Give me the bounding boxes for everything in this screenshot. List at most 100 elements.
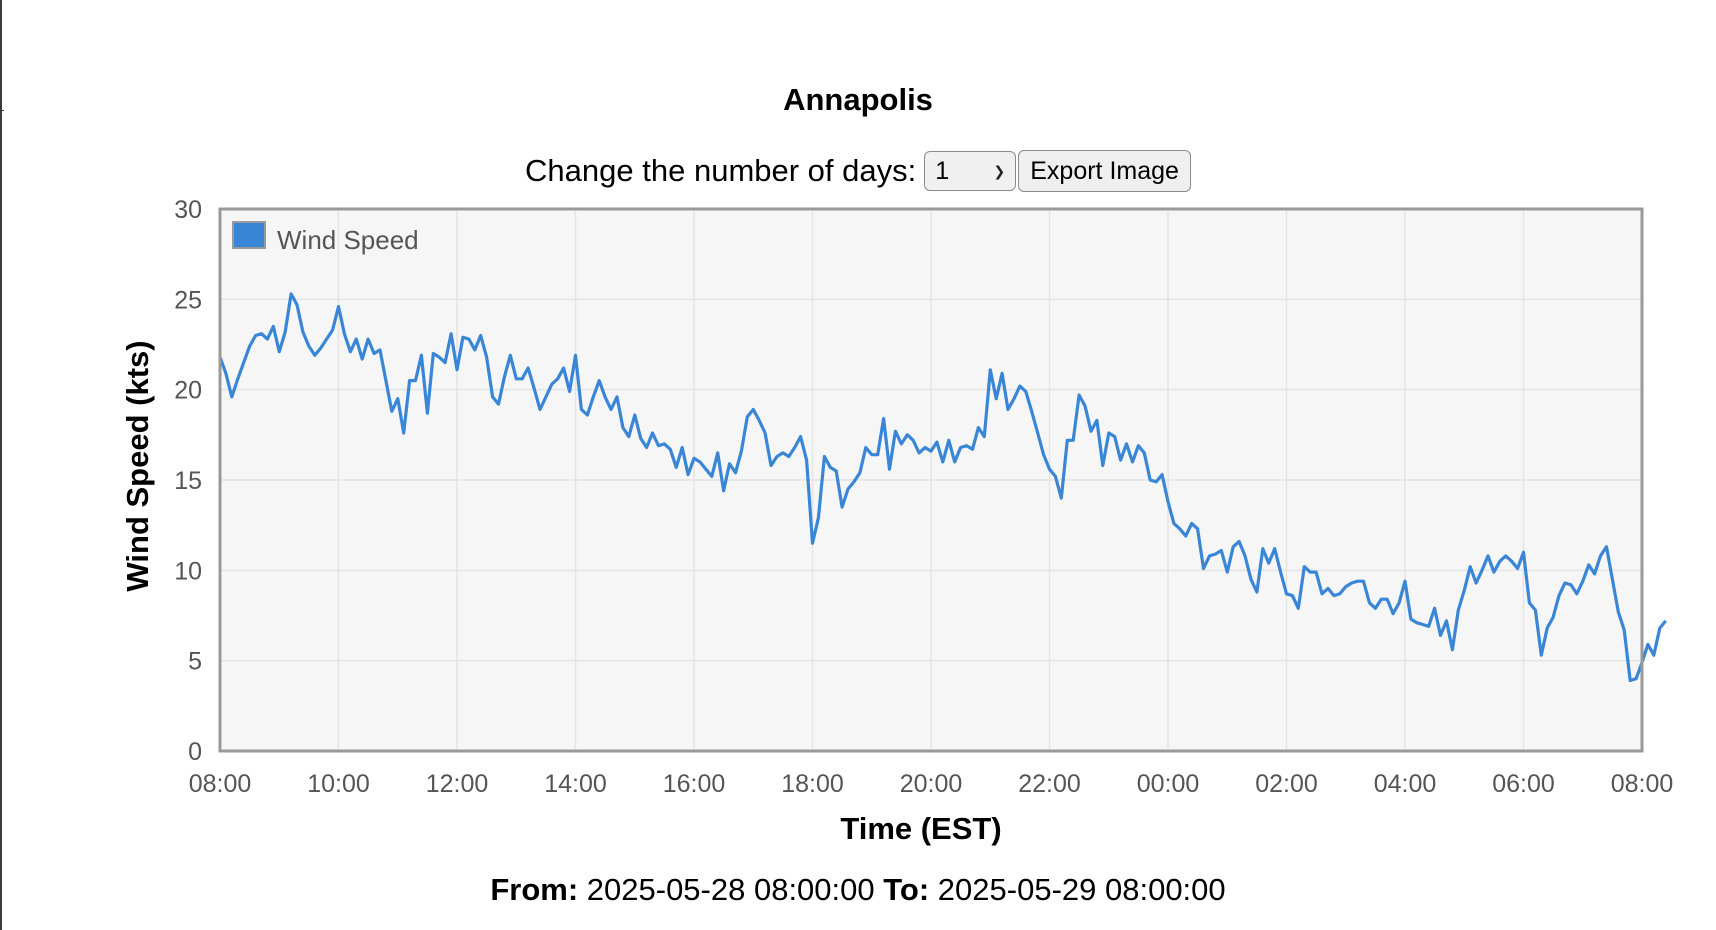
days-label: Change the number of days:	[525, 153, 917, 188]
legend-entry: Wind Speed	[277, 225, 419, 255]
data-point	[728, 463, 730, 465]
data-point	[462, 336, 464, 338]
data-point	[1327, 587, 1329, 589]
data-point	[1374, 607, 1376, 609]
data-point	[284, 331, 286, 333]
y-tick-label: 25	[174, 286, 202, 314]
data-point	[527, 367, 529, 369]
data-point	[1345, 585, 1347, 587]
data-point	[788, 455, 790, 457]
data-point	[1617, 611, 1619, 613]
data-point	[1155, 481, 1157, 483]
data-point	[296, 304, 298, 306]
x-axis-ticks: 08:00 10:00 12:00 14:00 16:00 18:00 20:00 22:00…	[189, 770, 1674, 798]
data-point	[1066, 439, 1068, 441]
data-point	[1380, 598, 1382, 600]
data-point	[1191, 522, 1193, 524]
data-point	[278, 351, 280, 353]
data-point	[965, 445, 967, 447]
data-point	[1593, 573, 1595, 575]
data-point	[367, 338, 369, 340]
chart-title: Annapolis	[783, 82, 933, 117]
data-point	[231, 396, 233, 398]
from-value: 2025-05-28 08:00:00	[586, 872, 875, 907]
data-point	[770, 464, 772, 466]
data-point	[1131, 461, 1133, 463]
data-point	[651, 432, 653, 434]
data-point	[835, 470, 837, 472]
chevron-down-icon: ❯	[993, 162, 1006, 179]
data-point	[1208, 555, 1210, 557]
data-point	[1445, 620, 1447, 622]
data-point	[853, 481, 855, 483]
data-point	[959, 446, 961, 448]
data-point	[557, 378, 559, 380]
data-point	[1469, 566, 1471, 568]
data-point	[1362, 580, 1364, 582]
data-point	[1196, 528, 1198, 530]
data-point	[764, 432, 766, 434]
data-point	[1114, 435, 1116, 437]
data-point	[847, 488, 849, 490]
data-point	[794, 446, 796, 448]
legend-swatch	[232, 221, 266, 249]
data-point	[1226, 571, 1228, 573]
data-point	[509, 354, 511, 356]
data-point	[574, 354, 576, 356]
data-point	[1250, 578, 1252, 580]
data-point	[450, 333, 452, 335]
data-point	[1042, 454, 1044, 456]
x-tick-label: 20:00	[900, 770, 963, 798]
data-point	[254, 334, 256, 336]
data-point	[1037, 432, 1039, 434]
data-point	[977, 426, 979, 428]
data-point	[355, 338, 357, 340]
data-point	[1202, 567, 1204, 569]
plot-frame	[218, 207, 1644, 753]
to-value: 2025-05-29 08:00:00	[937, 872, 1226, 907]
x-tick-label: 08:00	[189, 770, 252, 798]
data-point	[823, 455, 825, 457]
data-point	[1025, 390, 1027, 392]
data-point	[586, 414, 588, 416]
data-point	[272, 325, 274, 327]
data-point	[894, 430, 896, 432]
x-tick-label: 14:00	[544, 770, 607, 798]
data-point	[521, 378, 523, 380]
data-point	[1137, 445, 1139, 447]
x-tick-label: 18:00	[781, 770, 844, 798]
days-select[interactable]: 1 ❯	[924, 151, 1017, 191]
data-point	[1125, 443, 1127, 445]
data-point	[1072, 439, 1074, 441]
data-point	[1013, 398, 1015, 400]
data-point	[722, 490, 724, 492]
data-point	[936, 441, 938, 443]
export-image-button[interactable]: Export Image	[1018, 150, 1191, 192]
data-point	[669, 448, 671, 450]
data-point	[568, 390, 570, 392]
data-point	[841, 506, 843, 508]
x-tick-label: 00:00	[1137, 770, 1200, 798]
data-point	[1244, 555, 1246, 557]
data-point	[503, 376, 505, 378]
data-point	[1457, 609, 1459, 611]
data-point	[1102, 464, 1104, 466]
data-point	[882, 417, 884, 419]
data-point	[930, 450, 932, 452]
data-point	[1279, 571, 1281, 573]
data-point	[681, 446, 683, 448]
data-point	[1576, 593, 1578, 595]
data-point	[562, 367, 564, 369]
window-edge-notch	[0, 110, 4, 111]
data-point	[592, 396, 594, 398]
data-point	[1546, 627, 1548, 629]
data-point	[1475, 582, 1477, 584]
data-point	[924, 446, 926, 448]
data-point	[645, 446, 647, 448]
data-point	[243, 361, 245, 363]
data-point	[1428, 625, 1430, 627]
data-point	[657, 445, 659, 447]
data-point	[1522, 551, 1524, 553]
data-point	[1315, 571, 1317, 573]
